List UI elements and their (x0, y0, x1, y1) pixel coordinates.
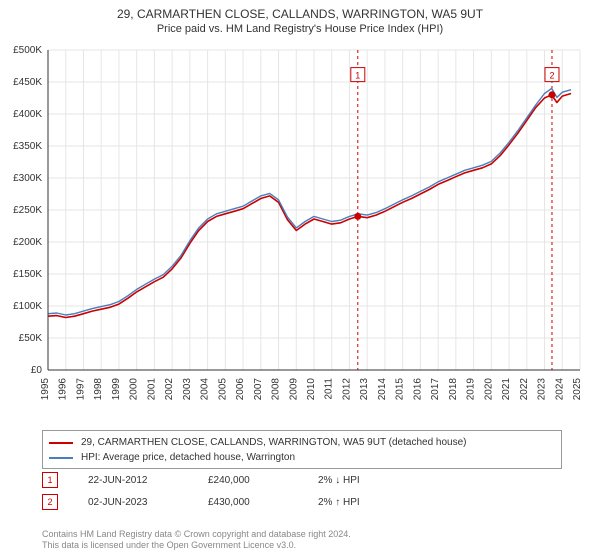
svg-text:2019: 2019 (466, 378, 477, 401)
svg-text:2023: 2023 (537, 378, 548, 401)
svg-text:2014: 2014 (377, 378, 388, 401)
svg-text:2008: 2008 (271, 378, 282, 401)
svg-text:2020: 2020 (483, 378, 494, 401)
marker-badge: 1 (42, 472, 58, 488)
marker-date: 22-JUN-2012 (88, 475, 208, 486)
chart-title: 29, CARMARTHEN CLOSE, CALLANDS, WARRINGT… (0, 0, 600, 22)
svg-text:£50K: £50K (19, 333, 43, 344)
svg-text:1995: 1995 (40, 378, 51, 401)
marker-change: 2% ↓ HPI (318, 475, 408, 486)
svg-text:2007: 2007 (253, 378, 264, 401)
svg-text:1999: 1999 (111, 378, 122, 401)
svg-text:2004: 2004 (200, 378, 211, 401)
marker-price: £430,000 (208, 497, 318, 508)
svg-text:2012: 2012 (341, 378, 352, 401)
svg-text:2016: 2016 (412, 378, 423, 401)
svg-text:£200K: £200K (13, 237, 42, 248)
marker-table: 1 22-JUN-2012 £240,000 2% ↓ HPI 2 02-JUN… (42, 472, 562, 516)
svg-text:1: 1 (355, 71, 360, 81)
svg-text:£400K: £400K (13, 109, 42, 120)
marker-row: 2 02-JUN-2023 £430,000 2% ↑ HPI (42, 494, 562, 510)
legend: 29, CARMARTHEN CLOSE, CALLANDS, WARRINGT… (42, 430, 562, 469)
footer-line: Contains HM Land Registry data © Crown c… (42, 529, 351, 541)
svg-text:2002: 2002 (164, 378, 175, 401)
svg-text:2022: 2022 (519, 378, 530, 401)
legend-item: 29, CARMARTHEN CLOSE, CALLANDS, WARRINGT… (49, 435, 555, 450)
svg-text:2010: 2010 (306, 378, 317, 401)
svg-text:2013: 2013 (359, 378, 370, 401)
legend-label: HPI: Average price, detached house, Warr… (81, 450, 295, 465)
svg-text:£250K: £250K (13, 205, 42, 216)
legend-swatch (49, 442, 73, 444)
svg-text:2024: 2024 (554, 378, 565, 401)
svg-text:2015: 2015 (395, 378, 406, 401)
svg-text:2000: 2000 (129, 378, 140, 401)
svg-text:£150K: £150K (13, 269, 42, 280)
marker-date: 02-JUN-2023 (88, 497, 208, 508)
svg-text:2: 2 (549, 71, 554, 81)
svg-text:1998: 1998 (93, 378, 104, 401)
chart-area: £0 £50K £100K £150K £200K £250K £300K £350K £400… (0, 40, 600, 420)
footer-attribution: Contains HM Land Registry data © Crown c… (42, 529, 351, 552)
marker-price: £240,000 (208, 475, 318, 486)
svg-text:2017: 2017 (430, 378, 441, 401)
svg-text:2025: 2025 (572, 378, 583, 401)
svg-text:£300K: £300K (13, 173, 42, 184)
footer-line: This data is licensed under the Open Gov… (42, 540, 351, 552)
marker-badge: 2 (42, 494, 58, 510)
svg-text:£100K: £100K (13, 301, 42, 312)
svg-text:2018: 2018 (448, 378, 459, 401)
svg-text:2006: 2006 (235, 378, 246, 401)
legend-item: HPI: Average price, detached house, Warr… (49, 450, 555, 465)
svg-text:2021: 2021 (501, 378, 512, 401)
svg-text:£0: £0 (31, 365, 43, 376)
legend-swatch (49, 457, 73, 459)
marker-row: 1 22-JUN-2012 £240,000 2% ↓ HPI (42, 472, 562, 488)
chart-subtitle: Price paid vs. HM Land Registry's House … (0, 22, 600, 35)
svg-text:2011: 2011 (324, 378, 335, 400)
svg-text:£350K: £350K (13, 141, 42, 152)
svg-text:2005: 2005 (217, 378, 228, 401)
svg-text:1996: 1996 (58, 378, 69, 401)
marker-change: 2% ↑ HPI (318, 497, 408, 508)
legend-label: 29, CARMARTHEN CLOSE, CALLANDS, WARRINGT… (81, 435, 467, 450)
svg-text:2001: 2001 (146, 378, 157, 401)
svg-text:2009: 2009 (288, 378, 299, 401)
svg-text:£450K: £450K (13, 77, 42, 88)
svg-text:£500K: £500K (13, 45, 42, 56)
svg-text:2003: 2003 (182, 378, 193, 401)
svg-text:1997: 1997 (75, 378, 86, 401)
